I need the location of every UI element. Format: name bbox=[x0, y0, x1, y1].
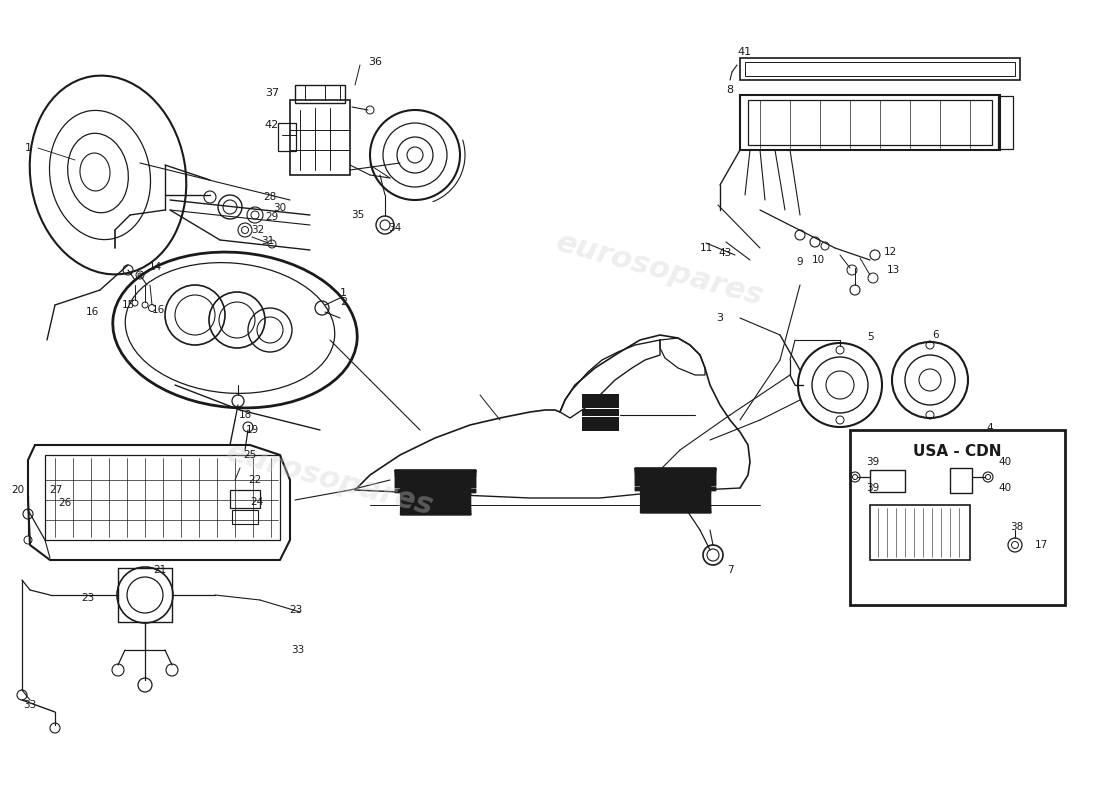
Text: 34: 34 bbox=[388, 223, 401, 233]
Text: 4: 4 bbox=[987, 423, 993, 433]
Bar bbox=[745, 62, 1015, 76]
Bar bbox=[290, 100, 350, 175]
Text: 35: 35 bbox=[351, 210, 364, 220]
Text: USA - CDN: USA - CDN bbox=[913, 445, 1001, 459]
Text: 14: 14 bbox=[148, 262, 162, 272]
Text: 10: 10 bbox=[812, 255, 825, 265]
Bar bbox=[232, 510, 258, 524]
Text: 2: 2 bbox=[340, 297, 348, 307]
Text: 25: 25 bbox=[243, 450, 256, 460]
Text: 15: 15 bbox=[121, 300, 134, 310]
Text: 40: 40 bbox=[999, 483, 1012, 493]
Text: 1: 1 bbox=[340, 288, 346, 298]
Text: 17: 17 bbox=[1035, 540, 1048, 550]
Text: 6: 6 bbox=[933, 330, 939, 340]
Text: 19: 19 bbox=[245, 425, 258, 435]
Text: 39: 39 bbox=[867, 483, 880, 493]
Bar bbox=[230, 490, 260, 508]
Text: 16: 16 bbox=[152, 305, 165, 315]
Bar bbox=[870, 505, 970, 560]
Text: 13: 13 bbox=[887, 265, 900, 275]
Text: 1: 1 bbox=[24, 143, 32, 153]
Text: 21: 21 bbox=[153, 565, 166, 575]
Text: eurosopares: eurosopares bbox=[223, 438, 437, 522]
Text: 8: 8 bbox=[726, 85, 734, 95]
Text: 3: 3 bbox=[716, 313, 724, 323]
Text: 30: 30 bbox=[274, 203, 287, 213]
Text: 32: 32 bbox=[252, 225, 265, 235]
Text: 26: 26 bbox=[58, 498, 72, 508]
Text: 43: 43 bbox=[718, 248, 732, 258]
Text: 5: 5 bbox=[867, 332, 873, 342]
Bar bbox=[870, 470, 905, 492]
Text: 37: 37 bbox=[265, 88, 279, 98]
Bar bbox=[748, 100, 992, 145]
Bar bbox=[45, 455, 280, 540]
Text: 42: 42 bbox=[265, 120, 279, 130]
Bar bbox=[740, 95, 1000, 150]
Text: 9: 9 bbox=[796, 257, 803, 267]
Text: 41: 41 bbox=[737, 47, 751, 57]
Text: 27: 27 bbox=[50, 485, 63, 495]
Text: 29: 29 bbox=[265, 212, 278, 222]
Text: 33: 33 bbox=[292, 645, 305, 655]
Bar bbox=[850, 430, 1065, 605]
Text: 28: 28 bbox=[263, 192, 276, 202]
Text: 31: 31 bbox=[262, 236, 275, 246]
Text: 40: 40 bbox=[999, 457, 1012, 467]
Text: 22: 22 bbox=[249, 475, 262, 485]
Text: 16: 16 bbox=[86, 307, 99, 317]
Text: 12: 12 bbox=[883, 247, 896, 257]
Text: 11: 11 bbox=[700, 243, 713, 253]
Text: 23: 23 bbox=[81, 593, 95, 603]
Text: 39: 39 bbox=[867, 457, 880, 467]
Text: 33: 33 bbox=[23, 700, 36, 710]
Bar bbox=[998, 96, 1013, 149]
Text: eurosopares: eurosopares bbox=[553, 228, 767, 312]
Text: 18: 18 bbox=[239, 410, 252, 420]
Text: 20: 20 bbox=[11, 485, 24, 495]
Bar bbox=[740, 58, 1020, 80]
Text: 38: 38 bbox=[1010, 522, 1023, 532]
Bar bbox=[295, 85, 345, 103]
Text: 23: 23 bbox=[289, 605, 302, 615]
Bar bbox=[950, 468, 972, 493]
Bar bbox=[278, 123, 296, 151]
Text: 24: 24 bbox=[251, 497, 264, 507]
Text: 36: 36 bbox=[368, 57, 382, 67]
Text: 7: 7 bbox=[727, 565, 734, 575]
